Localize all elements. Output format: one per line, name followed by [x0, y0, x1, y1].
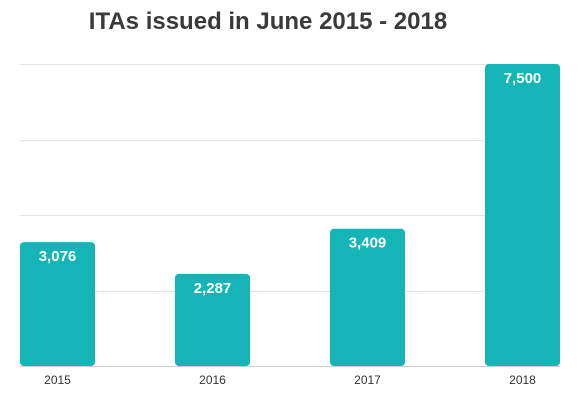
bar-value-label-2017: 3,409: [349, 235, 387, 252]
bar-2018: [485, 64, 560, 366]
bars: 3,076 2,287 3,409 7,500: [20, 64, 560, 366]
bar-2017: [330, 228, 405, 366]
bar-2015: [20, 242, 95, 366]
bar-value-label-2015: 3,076: [39, 248, 77, 265]
x-tick-label-2015: 2015: [44, 373, 71, 387]
bar-value-label-2018: 7,500: [504, 70, 542, 87]
chart-title: ITAs issued in June 2015 - 2018: [89, 8, 447, 35]
grid-lines: [20, 64, 560, 367]
x-axis-tick-labels: 2015 2016 2017 2018: [44, 373, 536, 387]
bar-value-label-2016: 2,287: [194, 280, 232, 297]
x-tick-label-2016: 2016: [199, 373, 226, 387]
x-tick-label-2017: 2017: [354, 373, 381, 387]
x-tick-label-2018: 2018: [509, 373, 536, 387]
bar-2016: [175, 273, 250, 366]
